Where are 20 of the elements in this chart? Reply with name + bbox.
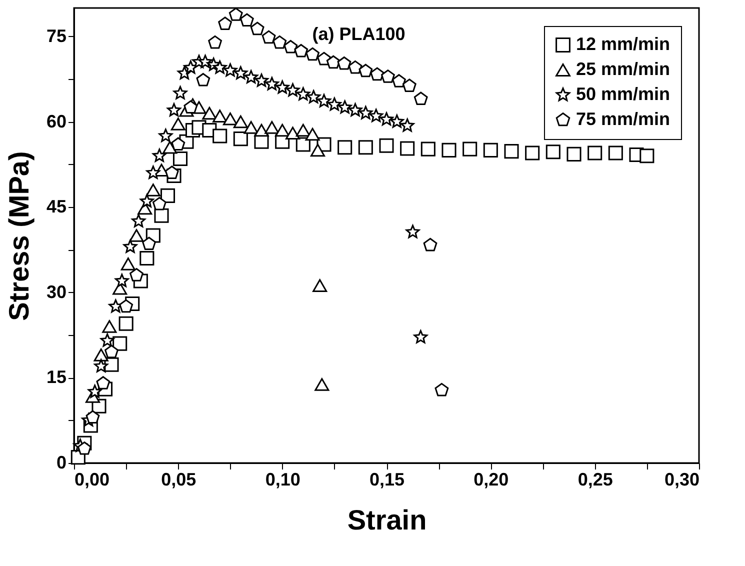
y-tick-label: 15 [46,367,66,388]
y-tick-label: 75 [46,26,66,46]
legend-label: 12 mm/min [576,34,670,54]
x-tick-label: 0,00 [74,470,110,490]
x-tick-label: 0,30 [664,470,700,490]
x-axis-title: Strain [347,504,427,536]
x-tick-label: 0,05 [161,470,196,490]
y-axis-title: Stress (MPa) [3,151,34,321]
y-tick-label: 45 [46,196,66,217]
y-tick-label: 60 [46,111,66,132]
x-tick-label: 0,15 [369,470,405,490]
x-tick-label: 0,20 [474,470,509,490]
legend-label: 50 mm/min [576,84,670,104]
x-tick-label: 0,25 [578,470,613,490]
y-tick-label: 0 [56,452,66,472]
x-tick-label: 0,10 [265,470,300,490]
y-tick-label: 30 [46,282,66,302]
annotation: (a) PLA100 [312,24,406,44]
legend-label: 75 mm/min [576,109,670,129]
legend-label: 25 mm/min [576,59,670,79]
